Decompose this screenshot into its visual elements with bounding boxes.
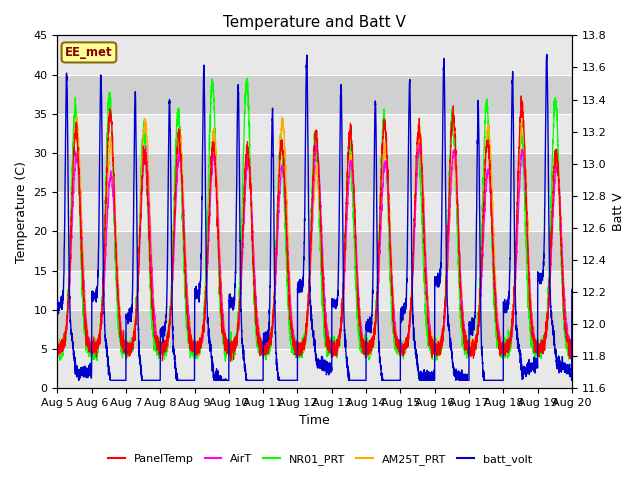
AM25T_PRT bbox=[401, 342, 409, 348]
batt_volt bbox=[75, 377, 83, 383]
PanelTemp bbox=[146, 253, 154, 259]
NR01_PRT bbox=[221, 358, 229, 364]
batt_volt bbox=[430, 377, 438, 383]
AM25T_PRT bbox=[431, 354, 439, 360]
NR01_PRT bbox=[459, 344, 467, 349]
AirT bbox=[568, 342, 575, 348]
Text: EE_met: EE_met bbox=[65, 46, 113, 59]
NR01_PRT bbox=[54, 346, 61, 352]
NR01_PRT bbox=[568, 348, 575, 354]
PanelTemp bbox=[430, 351, 438, 357]
PanelTemp bbox=[401, 343, 409, 348]
Line: AM25T_PRT: AM25T_PRT bbox=[58, 116, 572, 357]
AirT bbox=[415, 140, 423, 146]
AirT bbox=[459, 312, 467, 318]
Legend: PanelTemp, AirT, NR01_PRT, AM25T_PRT, batt_volt: PanelTemp, AirT, NR01_PRT, AM25T_PRT, ba… bbox=[104, 450, 536, 469]
Bar bbox=[58, 349, 572, 388]
AirT bbox=[568, 348, 576, 354]
NR01_PRT bbox=[243, 76, 251, 82]
batt_volt bbox=[146, 377, 154, 383]
AM25T_PRT bbox=[73, 113, 81, 119]
batt_volt bbox=[459, 377, 467, 383]
AirT bbox=[54, 346, 61, 352]
Line: AirT: AirT bbox=[58, 143, 572, 357]
batt_volt bbox=[543, 52, 550, 58]
PanelTemp bbox=[296, 348, 303, 354]
X-axis label: Time: Time bbox=[300, 414, 330, 427]
PanelTemp bbox=[568, 344, 575, 349]
AirT bbox=[146, 223, 154, 228]
NR01_PRT bbox=[296, 352, 303, 358]
AM25T_PRT bbox=[568, 351, 576, 357]
NR01_PRT bbox=[568, 337, 576, 343]
Bar bbox=[58, 74, 572, 114]
PanelTemp bbox=[568, 341, 576, 347]
PanelTemp bbox=[517, 93, 525, 99]
AirT bbox=[295, 348, 303, 353]
Y-axis label: Batt V: Batt V bbox=[612, 192, 625, 231]
Bar bbox=[58, 310, 572, 349]
Bar bbox=[58, 36, 572, 74]
AirT bbox=[467, 354, 474, 360]
Bar bbox=[58, 271, 572, 310]
NR01_PRT bbox=[146, 274, 154, 280]
Y-axis label: Temperature (C): Temperature (C) bbox=[15, 161, 28, 263]
PanelTemp bbox=[459, 327, 467, 333]
batt_volt bbox=[568, 287, 576, 292]
Bar bbox=[58, 231, 572, 271]
AM25T_PRT bbox=[54, 344, 61, 350]
AirT bbox=[430, 344, 438, 350]
AM25T_PRT bbox=[296, 349, 303, 355]
Bar bbox=[58, 153, 572, 192]
Bar bbox=[58, 114, 572, 153]
NR01_PRT bbox=[430, 347, 438, 353]
Line: PanelTemp: PanelTemp bbox=[58, 96, 572, 361]
Title: Temperature and Batt V: Temperature and Batt V bbox=[223, 15, 406, 30]
Bar bbox=[58, 192, 572, 231]
batt_volt bbox=[296, 278, 303, 284]
AM25T_PRT bbox=[146, 211, 154, 216]
batt_volt bbox=[54, 305, 61, 311]
batt_volt bbox=[401, 300, 409, 306]
Line: batt_volt: batt_volt bbox=[58, 55, 572, 380]
AM25T_PRT bbox=[459, 313, 467, 319]
PanelTemp bbox=[54, 340, 61, 346]
AM25T_PRT bbox=[568, 341, 575, 347]
PanelTemp bbox=[227, 359, 234, 364]
batt_volt bbox=[568, 370, 575, 375]
AirT bbox=[401, 341, 409, 347]
Line: NR01_PRT: NR01_PRT bbox=[58, 79, 572, 361]
AM25T_PRT bbox=[430, 343, 438, 349]
NR01_PRT bbox=[401, 347, 409, 353]
